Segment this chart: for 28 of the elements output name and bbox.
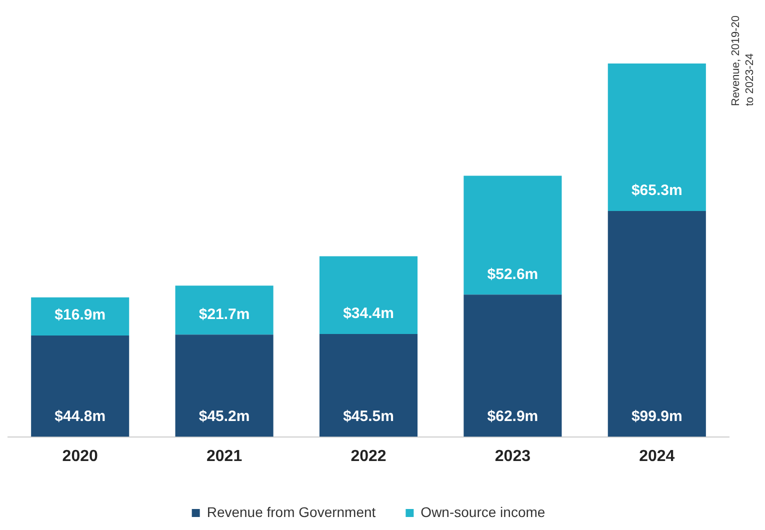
legend-label: Revenue from Government bbox=[206, 504, 376, 520]
bar bbox=[319, 334, 418, 437]
bar bbox=[464, 176, 562, 295]
data-label: $99.9m bbox=[631, 408, 682, 425]
data-label: $21.7m bbox=[198, 306, 250, 323]
x-tick-label: 2023 bbox=[494, 448, 531, 465]
data-label: $52.6m bbox=[487, 266, 538, 283]
bar bbox=[175, 334, 274, 437]
bar bbox=[464, 294, 562, 437]
data-label: $45.5m bbox=[343, 408, 394, 425]
bar bbox=[319, 256, 418, 334]
data-label: $16.9m bbox=[54, 306, 106, 324]
bar bbox=[31, 336, 130, 437]
bar bbox=[608, 211, 706, 437]
data-label: $65.3m bbox=[631, 182, 682, 200]
legend-label: Own-source income bbox=[420, 504, 546, 520]
data-label: $34.4m bbox=[343, 305, 394, 322]
x-tick-label: 2022 bbox=[350, 448, 386, 465]
x-tick-label: 2021 bbox=[206, 448, 242, 465]
data-label: $62.9m bbox=[487, 408, 538, 425]
x-tick-label: 2020 bbox=[62, 448, 98, 465]
bar bbox=[31, 297, 130, 336]
chart-title: Revenue, 2019-20 to 2023-24 bbox=[729, 14, 757, 106]
data-label: $45.2m bbox=[198, 408, 250, 425]
bar bbox=[608, 63, 706, 212]
bar bbox=[175, 286, 274, 335]
data-label: $44.8m bbox=[54, 408, 106, 425]
x-tick-label: 2024 bbox=[639, 448, 675, 465]
